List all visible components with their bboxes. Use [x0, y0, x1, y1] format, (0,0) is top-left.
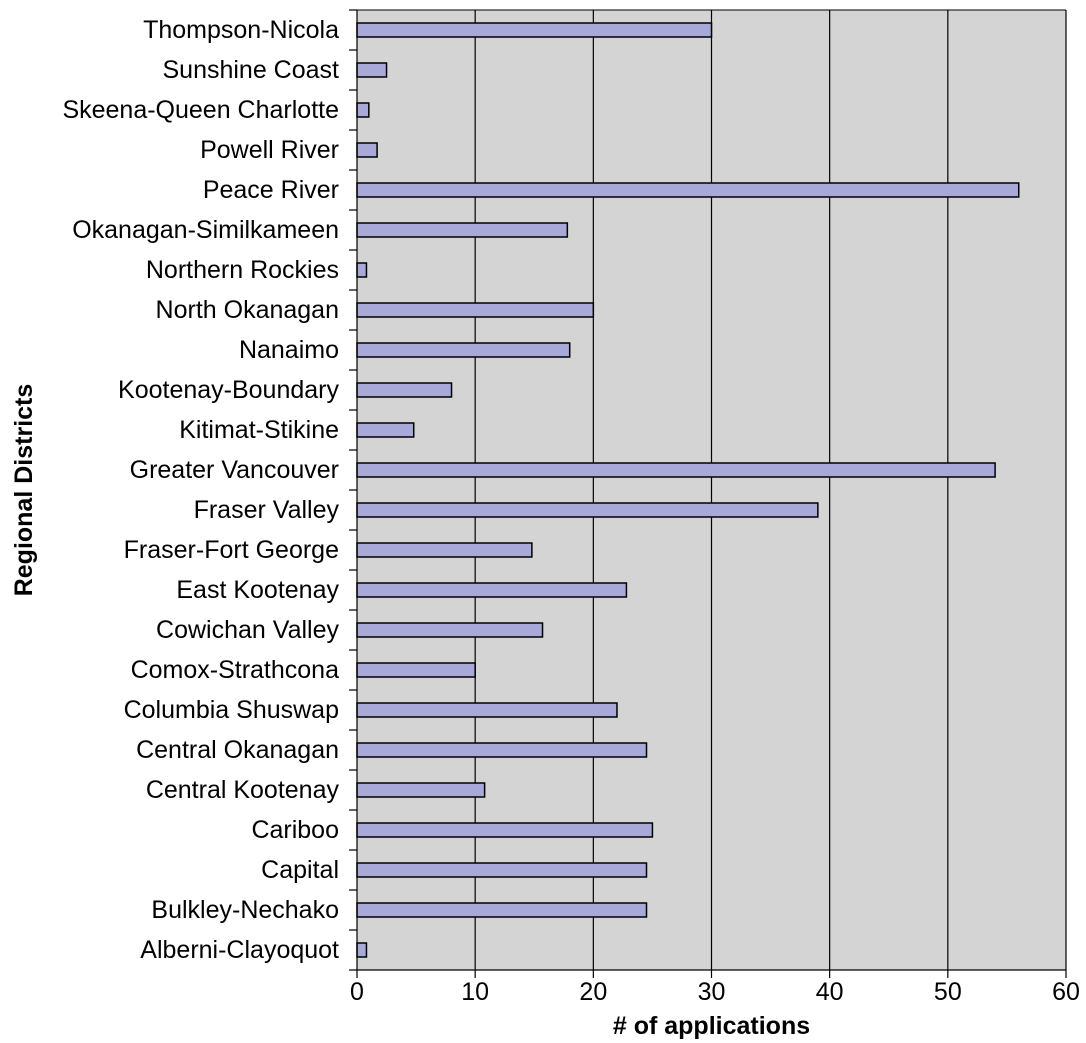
bars [356, 22, 1020, 958]
category-label: Powell River [200, 136, 339, 164]
category-label: Skeena-Queen Charlotte [62, 96, 339, 124]
category-label: Northern Rockies [146, 256, 339, 284]
bar [356, 422, 415, 438]
x-tick-label: 60 [1052, 978, 1080, 1006]
bar [356, 782, 486, 798]
bar [356, 502, 819, 518]
bar [356, 382, 453, 398]
bar [356, 62, 388, 78]
category-label: Thompson-Nicola [143, 16, 339, 44]
category-label: Comox-Strathcona [131, 656, 340, 684]
category-label: Cariboo [251, 816, 339, 844]
axes [349, 9, 1067, 978]
category-label: Columbia Shuswap [124, 696, 339, 724]
category-label: Fraser Valley [194, 496, 340, 524]
bar [356, 862, 648, 878]
bar [356, 542, 533, 558]
bar [356, 742, 648, 758]
x-axis-title: # of applications [613, 1012, 810, 1040]
category-label: Capital [261, 856, 339, 884]
category-label: Nanaimo [239, 336, 339, 364]
bar [356, 262, 368, 278]
category-label: Kitimat-Stikine [179, 416, 339, 444]
bar [356, 622, 544, 638]
x-tick-label: 50 [934, 978, 962, 1006]
x-tick-label: 30 [698, 978, 726, 1006]
x-tick-label: 0 [350, 978, 364, 1006]
category-label: Central Okanagan [136, 736, 339, 764]
category-label: Cowichan Valley [156, 616, 339, 644]
x-tick-label: 40 [816, 978, 844, 1006]
category-label: East Kootenay [176, 576, 339, 604]
category-label: North Okanagan [156, 296, 339, 324]
bar [356, 142, 378, 158]
category-label: Greater Vancouver [130, 456, 339, 484]
category-label: Kootenay-Boundary [118, 376, 339, 404]
bar [356, 222, 569, 238]
bar [356, 662, 476, 678]
category-labels: Thompson-Nicola Sunshine Coast Skeena-Quee… [62, 16, 339, 964]
bar [356, 702, 618, 718]
bar [356, 342, 571, 358]
category-label: Fraser-Fort George [124, 536, 339, 564]
bar [356, 302, 595, 318]
x-tick-label: 10 [461, 978, 489, 1006]
bar [356, 942, 368, 958]
tick-labels: 0 10 20 30 40 50 60 [350, 978, 1080, 1006]
x-tick-label: 20 [579, 978, 607, 1006]
bar [356, 102, 370, 118]
bar [356, 822, 654, 838]
category-label: Alberni-Clayoquot [140, 936, 339, 964]
category-label: Central Kootenay [146, 776, 340, 804]
y-axis-title: Regional Districts [10, 384, 38, 597]
category-label: Peace River [203, 176, 339, 204]
bar [356, 902, 648, 918]
category-label: Okanagan-Similkameen [72, 216, 339, 244]
category-label: Sunshine Coast [162, 56, 339, 84]
bar [356, 22, 713, 38]
bar [356, 582, 628, 598]
bar [356, 182, 1020, 198]
bar [356, 462, 996, 478]
category-label: Bulkley-Nechako [151, 896, 339, 924]
